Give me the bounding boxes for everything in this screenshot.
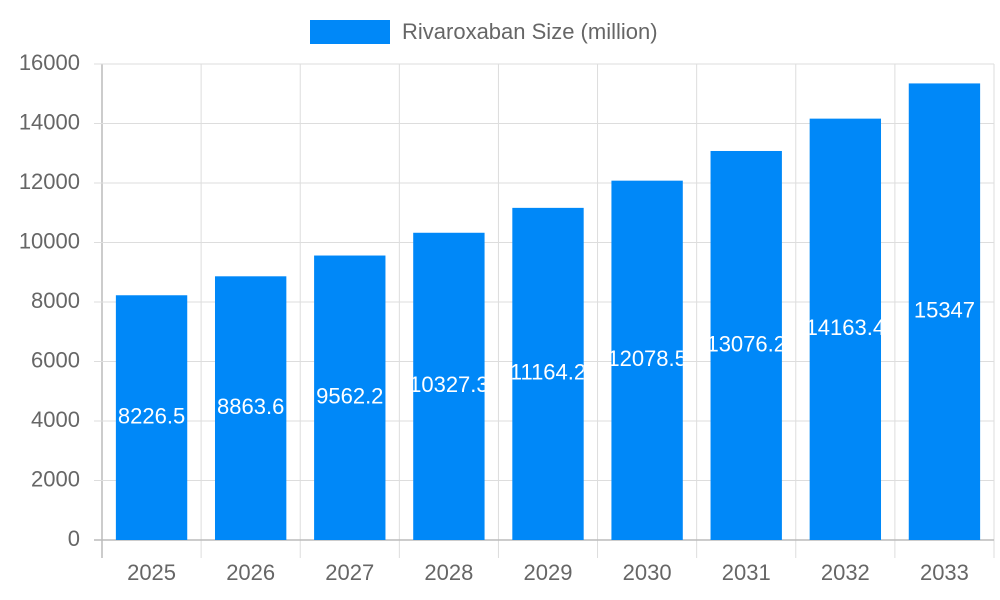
value-label: 12078.5 bbox=[607, 346, 687, 371]
x-tick-label: 2032 bbox=[821, 560, 870, 585]
bar bbox=[115, 295, 188, 540]
bar bbox=[809, 118, 882, 540]
x-tick-label: 2026 bbox=[226, 560, 275, 585]
value-label: 9562.2 bbox=[316, 384, 383, 409]
value-label: 14163.4 bbox=[806, 315, 886, 340]
y-tick-label: 10000 bbox=[19, 228, 80, 253]
value-label: 8863.6 bbox=[217, 394, 284, 419]
bar bbox=[413, 232, 485, 540]
x-tick-label: 2031 bbox=[722, 560, 771, 585]
x-tick-label: 2030 bbox=[623, 560, 672, 585]
y-tick-label: 16000 bbox=[19, 50, 80, 75]
y-tick-label: 14000 bbox=[19, 109, 80, 134]
y-tick-label: 0 bbox=[68, 526, 80, 551]
bar bbox=[512, 207, 584, 540]
bar bbox=[214, 276, 287, 540]
legend-swatch bbox=[310, 20, 390, 44]
y-tick-label: 2000 bbox=[31, 466, 80, 491]
value-label: 10327.3 bbox=[409, 372, 489, 397]
x-tick-label: 2028 bbox=[424, 560, 473, 585]
x-tick-label: 2033 bbox=[920, 560, 969, 585]
x-tick-label: 2025 bbox=[127, 560, 176, 585]
x-tick-label: 2027 bbox=[325, 560, 374, 585]
value-label: 13076.2 bbox=[706, 331, 786, 356]
bar bbox=[611, 180, 683, 541]
bar bbox=[908, 83, 981, 540]
value-label: 8226.5 bbox=[118, 403, 185, 428]
y-tick-label: 4000 bbox=[31, 407, 80, 432]
value-label: 11164.2 bbox=[510, 360, 586, 385]
bar bbox=[314, 255, 386, 541]
y-tick-label: 8000 bbox=[31, 288, 80, 313]
value-label: 15347 bbox=[914, 298, 975, 323]
legend-label: Rivaroxaban Size (million) bbox=[402, 19, 658, 44]
x-tick-label: 2029 bbox=[524, 560, 573, 585]
y-tick-label: 12000 bbox=[19, 169, 80, 194]
y-tick-label: 6000 bbox=[31, 347, 80, 372]
bar bbox=[710, 150, 782, 541]
